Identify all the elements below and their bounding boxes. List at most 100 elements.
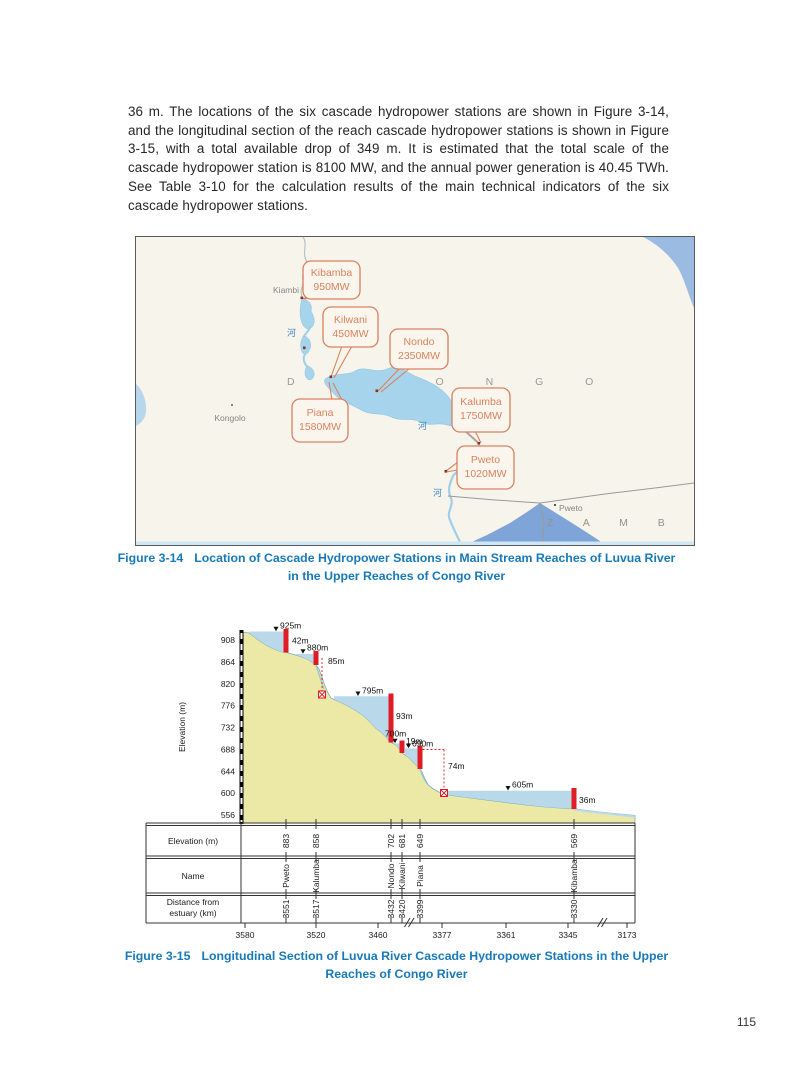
- map-bottom-strip: [136, 541, 694, 545]
- figure-caption-line2: Reaches of Congo River: [325, 966, 468, 981]
- svg-text:3580: 3580: [236, 930, 255, 940]
- town-dot-kongolo: [231, 404, 233, 406]
- town-label-kiambi: Kiambi: [273, 285, 299, 295]
- stream-drop-2: [419, 768, 430, 787]
- figure-caption-line1: Location of Cascade Hydropower Stations …: [194, 551, 676, 565]
- svg-text:3517: 3517: [311, 899, 321, 918]
- callout-kibamba: Kibamba 950MW: [302, 260, 361, 300]
- lake-bottom: [465, 503, 605, 545]
- svg-text:3551: 3551: [281, 899, 291, 918]
- level-label-kibamba: 605m: [512, 780, 533, 790]
- callout-piana: Piana 1580MW: [291, 398, 349, 443]
- station-dots: [300, 296, 481, 473]
- river-char-1: 河: [287, 327, 296, 338]
- level-label-kilwani: 700m: [385, 729, 406, 739]
- scale-ticks: [244, 917, 628, 928]
- callout-name: Pweto: [471, 454, 500, 466]
- svg-text:556: 556: [221, 810, 235, 820]
- figure-label: Figure 3-14: [117, 551, 184, 565]
- lake-top-right: [643, 237, 694, 308]
- callout-name: Kibamba: [311, 267, 353, 279]
- powerhouse-symbols: [318, 690, 448, 797]
- figure-caption-line1: Longitudinal Section of Luvua River Casc…: [201, 949, 669, 963]
- callout-name: Kalumba: [460, 396, 502, 408]
- callout-pweto: Pweto 1020MW: [456, 445, 515, 490]
- svg-text:Nondo: Nondo: [386, 863, 396, 888]
- table-values: 883 858 702 681 649 569 Pweto Kalumba No…: [281, 834, 579, 919]
- svg-text:3361: 3361: [497, 930, 516, 940]
- svg-text:3520: 3520: [307, 930, 326, 940]
- svg-text:681: 681: [397, 834, 407, 848]
- stream-drop-1: [315, 664, 325, 690]
- river-char-3: 河: [433, 487, 442, 498]
- y-axis-ticks: 908 864 820 776 732 688 644 600 556: [221, 635, 235, 820]
- drop-label-piana: 74m: [448, 761, 465, 771]
- figure-label: Figure 3-15: [124, 949, 191, 963]
- drop-label-nondo: 93m: [396, 711, 413, 721]
- drop-label-kibamba: 36m: [579, 795, 596, 805]
- callout-name: Piana: [307, 407, 334, 419]
- boundary-line-lake: [539, 502, 545, 546]
- callout-capacity: 1580MW: [299, 421, 341, 433]
- callout-capacity: 450MW: [332, 328, 368, 340]
- lake-left-sliver: [136, 384, 147, 426]
- callout-name: Nondo: [404, 336, 435, 348]
- map-callouts: Kibamba 950MW Kilwani 450MW Nondo 2350MW…: [291, 260, 515, 490]
- svg-text:649: 649: [415, 834, 425, 848]
- luvua-river: [299, 297, 481, 545]
- level-label-nondo: 795m: [362, 686, 383, 696]
- y-axis-bar: [239, 630, 244, 824]
- callout-capacity: 1750MW: [460, 410, 502, 422]
- svg-text:3420: 3420: [397, 899, 407, 918]
- svg-text:3377: 3377: [433, 930, 452, 940]
- callout-kilwani: Kilwani 450MW: [322, 306, 379, 348]
- svg-text:883: 883: [281, 834, 291, 848]
- callout-nondo: Nondo 2350MW: [389, 328, 449, 370]
- level-label-pweto: 925m: [280, 621, 301, 631]
- town-label-kongolo: Kongolo: [214, 413, 245, 423]
- reservoirs: [249, 631, 635, 818]
- svg-text:776: 776: [221, 701, 235, 711]
- svg-text:Kibamba: Kibamba: [569, 859, 579, 893]
- callout-capacity: 950MW: [313, 281, 349, 293]
- svg-text:732: 732: [221, 723, 235, 733]
- svg-text:644: 644: [221, 766, 235, 776]
- row-label-elevation: Elevation (m): [168, 836, 218, 846]
- svg-text:908: 908: [221, 635, 235, 645]
- svg-text:702: 702: [386, 834, 396, 848]
- dam-pweto: [283, 629, 289, 653]
- drop-label-kalumba: 85m: [328, 656, 345, 666]
- dam-nondo: [388, 693, 394, 743]
- figure-caption-line2: in the Upper Reaches of Congo River: [287, 568, 506, 583]
- svg-text:3399: 3399: [415, 899, 425, 918]
- figure-3-14-caption: Figure 3-14 Location of Cascade Hydropowe…: [0, 550, 793, 585]
- svg-text:820: 820: [221, 679, 235, 689]
- svg-text:3330: 3330: [569, 899, 579, 918]
- level-label-kalumba: 880m: [307, 643, 328, 653]
- svg-text:569: 569: [569, 834, 579, 848]
- dam-kilwani: [399, 740, 405, 753]
- row-label-distance-2: estuary (km): [169, 908, 216, 918]
- map-figure: D R C O N G O 河 河 河 Z A: [135, 236, 695, 546]
- dam-piana: [417, 745, 423, 769]
- figure-3-15-caption: Figure 3-15 Longitudinal Section of Luvua…: [0, 948, 793, 983]
- svg-text:3173: 3173: [618, 930, 637, 940]
- drop-label-pweto: 42m: [292, 636, 309, 646]
- svg-text:Piana: Piana: [415, 865, 425, 887]
- svg-text:3432: 3432: [386, 899, 396, 918]
- svg-text:858: 858: [311, 834, 321, 848]
- callout-kalumba: Kalumba 1750MW: [451, 387, 511, 433]
- svg-text:600: 600: [221, 788, 235, 798]
- callout-capacity: 1020MW: [464, 468, 506, 480]
- region-label-zambia: Z A M B L A: [547, 517, 695, 529]
- svg-text:3345: 3345: [559, 930, 578, 940]
- svg-text:Pweto: Pweto: [281, 864, 291, 888]
- section-chart: 908 864 820 776 732 688 644 600 556 Elev…: [145, 621, 637, 940]
- drop-guides: [321, 658, 445, 790]
- svg-text:3460: 3460: [369, 930, 388, 940]
- svg-text:Kilwani: Kilwani: [397, 862, 407, 889]
- river-char-2: 河: [418, 420, 427, 431]
- dam-bars: [283, 629, 577, 809]
- drop-label-kilwani: 19m: [406, 736, 423, 746]
